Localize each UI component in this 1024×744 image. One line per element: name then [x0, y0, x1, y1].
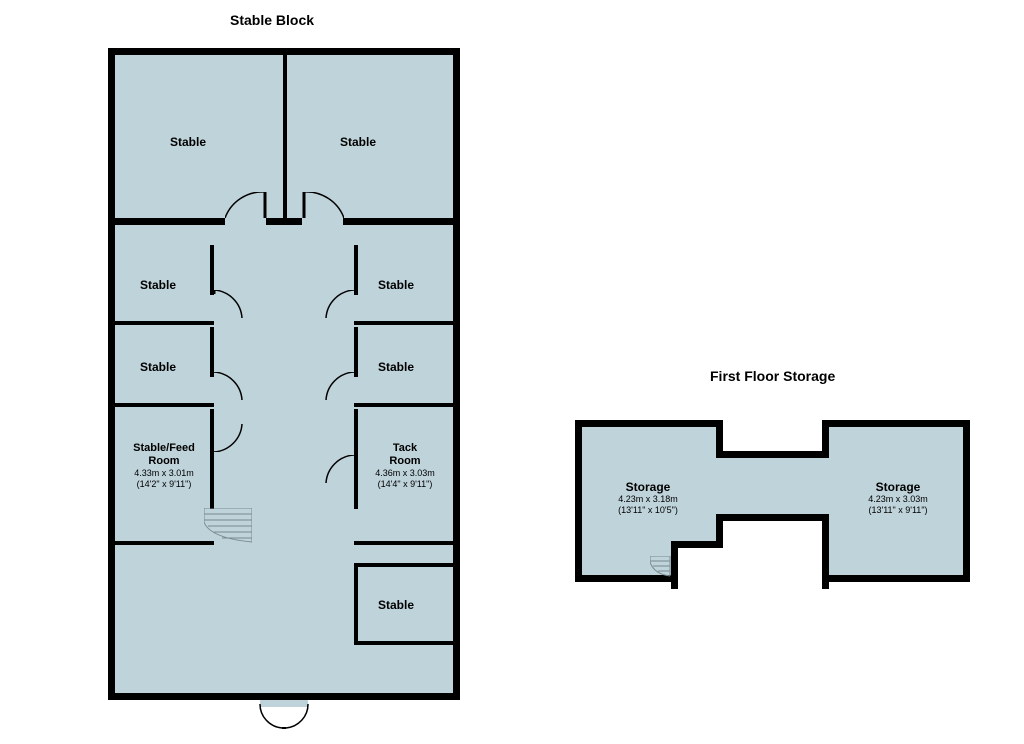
room-label: Stable	[170, 135, 206, 149]
stairs-icon	[204, 508, 252, 546]
right-stable-3-wall-t	[354, 563, 453, 567]
door-arc-top-right	[302, 192, 344, 222]
connector-fill	[721, 458, 824, 514]
stable-block-title: Stable Block	[230, 12, 314, 28]
left-stable-2-wall-r	[210, 327, 214, 377]
right-left-wall-bot	[822, 514, 829, 589]
door-bottom	[252, 704, 316, 732]
room-label: Stable	[140, 360, 176, 374]
door-right-2	[324, 372, 354, 404]
connector-bottom	[723, 514, 822, 521]
top-wall-right	[343, 218, 453, 225]
door-left-1	[214, 290, 244, 322]
right-stable-3-wall-b	[354, 641, 453, 645]
notch-wall-top	[671, 541, 723, 548]
stairs-storage-icon	[650, 556, 676, 582]
storage-left-label: Storage 4.23m x 3.18m (13'11" x 10'5")	[600, 480, 696, 516]
room-label: Stable/FeedRoom 4.33m x 3.01m (14'2" x 9…	[119, 442, 209, 490]
left-stable-1-wall-r	[210, 245, 214, 295]
right-stable-2-wall-l	[354, 327, 358, 377]
tack-room-wall-l	[354, 409, 358, 509]
storage-right-label: Storage 4.23m x 3.03m (13'11" x 9'11")	[850, 480, 946, 516]
room-label: Stable	[378, 278, 414, 292]
room-label: Stable	[378, 598, 414, 612]
left-stable-1-wall-b	[115, 321, 214, 325]
door-arc-top-left	[225, 192, 267, 222]
tack-room-wall-b	[354, 541, 453, 545]
room-label: Stable	[140, 278, 176, 292]
feed-room-wall-b	[115, 541, 214, 545]
left-right-wall-top	[716, 420, 723, 458]
door-right-1	[324, 290, 354, 322]
top-wall-left	[115, 218, 225, 225]
top-divider	[283, 55, 287, 218]
room-label: Stable	[340, 135, 376, 149]
door-left-2	[214, 372, 244, 404]
right-left-wall-top	[822, 420, 829, 458]
connector-top	[723, 451, 822, 458]
room-label: TackRoom 4.36m x 3.03m (14'4" x 9'11")	[360, 442, 450, 490]
door-tack	[324, 455, 354, 487]
door-feed	[214, 420, 244, 452]
right-stable-2-wall-b	[354, 403, 453, 407]
first-floor-title: First Floor Storage	[710, 368, 835, 384]
room-label: Stable	[378, 360, 414, 374]
right-stable-3-wall-l	[354, 567, 358, 643]
top-wall-mid	[266, 218, 302, 225]
notch-cut	[678, 548, 723, 589]
right-stable-1-wall-l	[354, 245, 358, 295]
right-stable-1-wall-b	[354, 321, 453, 325]
left-stable-2-wall-b	[115, 403, 214, 407]
